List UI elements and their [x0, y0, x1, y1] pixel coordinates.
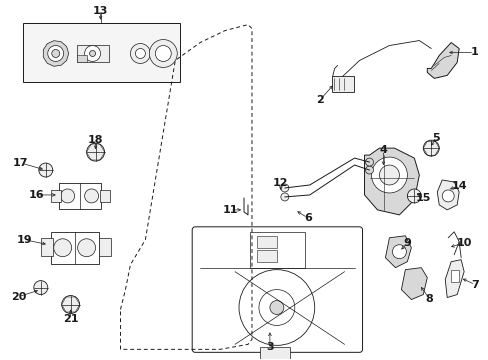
Bar	[450, 270, 458, 282]
Text: 12: 12	[273, 178, 288, 188]
Text: 4: 4	[379, 145, 386, 155]
Circle shape	[61, 189, 75, 203]
Circle shape	[54, 239, 72, 257]
Circle shape	[407, 189, 421, 203]
Circle shape	[89, 50, 95, 57]
Circle shape	[39, 163, 53, 177]
Text: 6: 6	[303, 213, 311, 223]
Circle shape	[48, 45, 63, 62]
Circle shape	[280, 193, 288, 201]
Bar	[249, 232, 304, 268]
Bar	[256, 250, 276, 262]
Text: 18: 18	[88, 135, 103, 145]
Text: 7: 7	[470, 280, 478, 289]
Circle shape	[423, 140, 438, 156]
Bar	[77, 55, 86, 62]
Circle shape	[52, 50, 60, 58]
Circle shape	[365, 158, 373, 166]
Bar	[260, 347, 289, 360]
Bar	[99, 238, 110, 256]
Circle shape	[365, 166, 373, 174]
Text: 1: 1	[469, 48, 477, 58]
Text: 9: 9	[403, 238, 410, 248]
Bar	[51, 190, 61, 202]
Polygon shape	[401, 268, 427, 300]
Bar	[59, 183, 101, 209]
Bar	[23, 23, 180, 82]
Text: 10: 10	[455, 238, 471, 248]
Circle shape	[441, 190, 453, 202]
Circle shape	[130, 44, 150, 63]
Polygon shape	[385, 236, 410, 268]
Text: 15: 15	[415, 193, 430, 203]
Polygon shape	[427, 42, 458, 78]
Bar	[256, 236, 276, 248]
Circle shape	[86, 143, 104, 161]
Text: 13: 13	[93, 6, 108, 15]
Circle shape	[280, 184, 288, 192]
Text: 3: 3	[265, 342, 273, 352]
Text: 5: 5	[431, 133, 439, 143]
Text: 2: 2	[315, 95, 323, 105]
Polygon shape	[436, 180, 458, 210]
Circle shape	[149, 40, 177, 67]
Circle shape	[135, 49, 145, 58]
Text: 21: 21	[63, 314, 78, 324]
Circle shape	[392, 245, 406, 259]
Text: 19: 19	[17, 235, 33, 245]
Circle shape	[155, 45, 171, 62]
Text: 20: 20	[11, 292, 26, 302]
Bar	[100, 190, 109, 202]
Circle shape	[371, 157, 407, 193]
Bar	[331, 76, 353, 92]
Circle shape	[78, 239, 95, 257]
Text: 14: 14	[450, 181, 466, 191]
Circle shape	[84, 189, 99, 203]
Polygon shape	[43, 41, 68, 66]
Circle shape	[34, 280, 48, 294]
Bar	[41, 238, 53, 256]
Circle shape	[61, 296, 80, 314]
Bar	[77, 45, 108, 62]
Circle shape	[269, 301, 283, 315]
Circle shape	[379, 165, 399, 185]
Text: 16: 16	[29, 190, 44, 200]
Bar	[51, 232, 99, 264]
Text: 17: 17	[13, 158, 29, 168]
Text: 8: 8	[425, 293, 432, 303]
Polygon shape	[364, 148, 419, 215]
Polygon shape	[444, 260, 463, 298]
Circle shape	[84, 45, 101, 62]
Text: 11: 11	[222, 205, 237, 215]
